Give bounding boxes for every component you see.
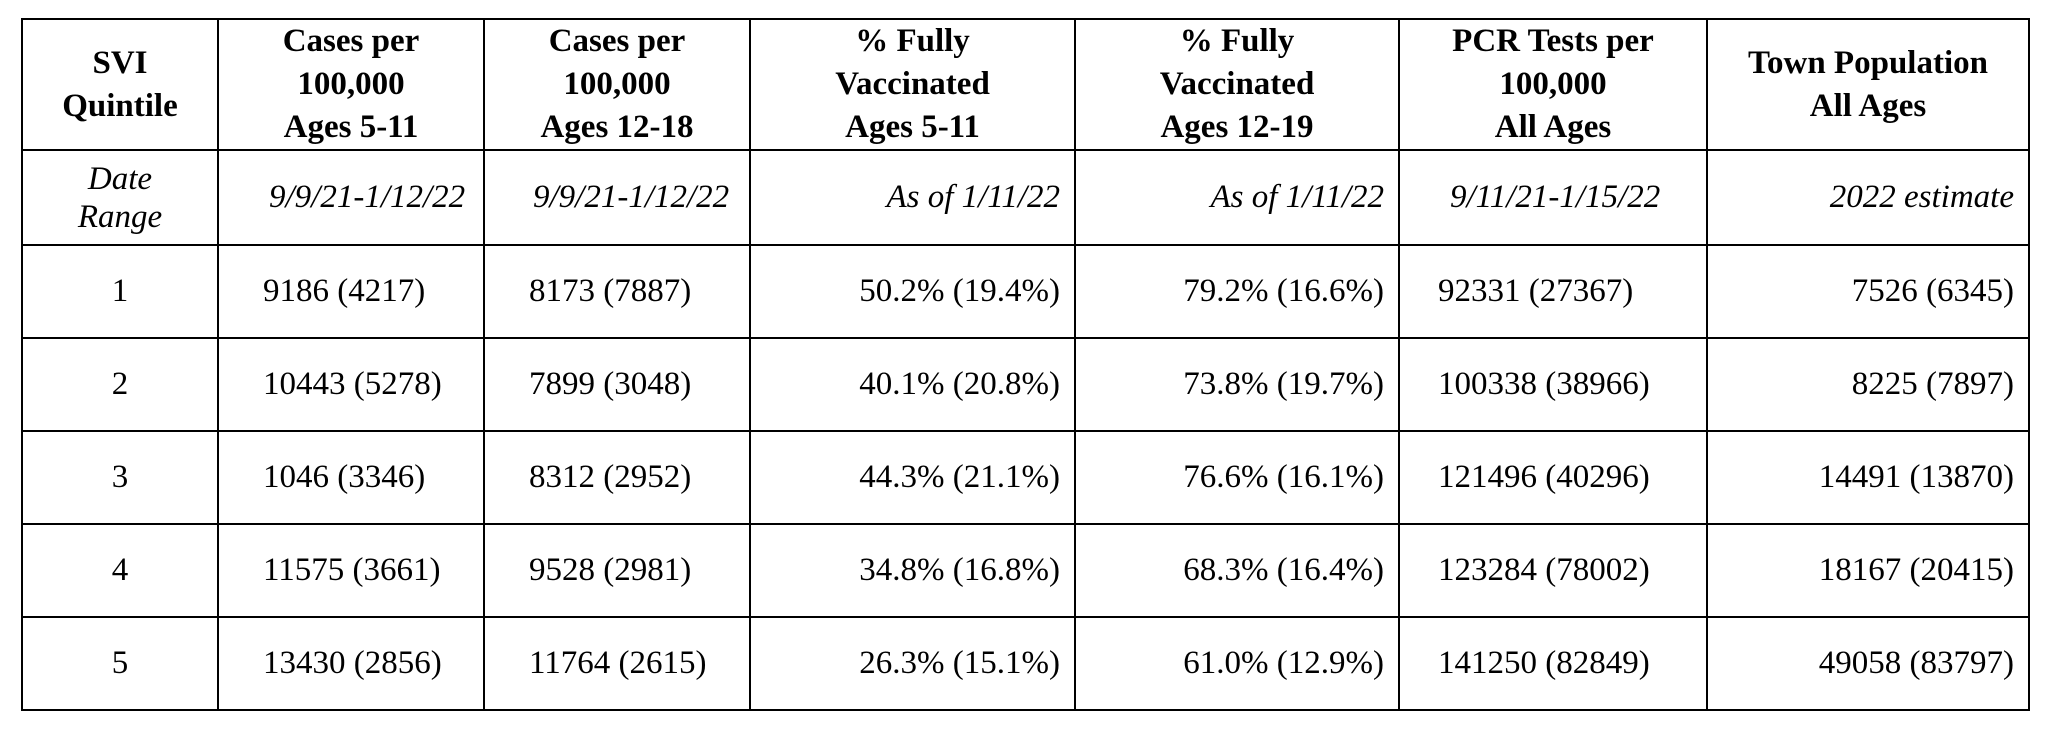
quintile-cell: 2 xyxy=(21,337,219,432)
header-line: Cases per xyxy=(548,23,686,59)
date-range-label-line: Range xyxy=(77,198,163,235)
table-cell: 14491 (13870) xyxy=(1706,430,2030,525)
table-cell: 44.3% (21.1%) xyxy=(749,430,1076,525)
header-line: 100,000 xyxy=(563,66,671,102)
table-cell: 8225 (7897) xyxy=(1706,337,2030,432)
header-line: PCR Tests per xyxy=(1452,23,1654,59)
table-cell: 49058 (83797) xyxy=(1706,616,2030,711)
header-line: SVI xyxy=(92,44,148,81)
header-cases-5-11: Cases per 100,000 Ages 5-11 xyxy=(217,18,485,151)
table-cell: 8312 (2952) xyxy=(483,430,751,525)
table-cell: 26.3% (15.1%) xyxy=(749,616,1076,711)
table-row: 1 9186 (4217) 8173 (7887) 50.2% (19.4%) … xyxy=(21,244,2030,339)
table-cell: 123284 (78002) xyxy=(1398,523,1708,618)
table-cell: 100338 (38966) xyxy=(1398,337,1708,432)
date-range-cell: As of 1/11/22 xyxy=(1074,149,1400,246)
header-line: All Ages xyxy=(1494,109,1612,145)
date-range-cell: As of 1/11/22 xyxy=(749,149,1076,246)
table-cell: 10443 (5278) xyxy=(217,337,485,432)
quintile-cell: 1 xyxy=(21,244,219,339)
table-cell: 11575 (3661) xyxy=(217,523,485,618)
header-row: SVI Quintile Cases per 100,000 Ages 5-11… xyxy=(21,18,2030,151)
table-row: 3 1046 (3346) 8312 (2952) 44.3% (21.1%) … xyxy=(21,430,2030,525)
header-line: Ages 5-11 xyxy=(283,109,419,145)
header-line: % Fully xyxy=(855,23,970,59)
table-cell: 9186 (4217) xyxy=(217,244,485,339)
date-range-cell: 9/9/21-1/12/22 xyxy=(217,149,485,246)
table-cell: 50.2% (19.4%) xyxy=(749,244,1076,339)
date-range-cell: 9/11/21-1/15/22 xyxy=(1398,149,1708,246)
quintile-cell: 5 xyxy=(21,616,219,711)
header-town-population: Town Population All Ages xyxy=(1706,18,2030,151)
table-row: 4 11575 (3661) 9528 (2981) 34.8% (16.8%)… xyxy=(21,523,2030,618)
header-line: 100,000 xyxy=(1499,66,1607,102)
table-cell: 11764 (2615) xyxy=(483,616,751,711)
table-cell: 8173 (7887) xyxy=(483,244,751,339)
date-range-label: Date Range xyxy=(21,149,219,246)
table-cell: 7899 (3048) xyxy=(483,337,751,432)
table-cell: 40.1% (20.8%) xyxy=(749,337,1076,432)
header-line: % Fully xyxy=(1179,23,1295,59)
header-line: Ages 12-19 xyxy=(1160,109,1314,145)
header-vaccinated-5-11: % Fully Vaccinated Ages 5-11 xyxy=(749,18,1076,151)
header-svi-quintile: SVI Quintile xyxy=(21,18,219,151)
header-line: Vaccinated xyxy=(1159,66,1315,102)
quintile-cell: 4 xyxy=(21,523,219,618)
table-cell: 92331 (27367) xyxy=(1398,244,1708,339)
table-cell: 79.2% (16.6%) xyxy=(1074,244,1400,339)
table-cell: 7526 (6345) xyxy=(1706,244,2030,339)
header-line: Vaccinated xyxy=(835,66,990,102)
header-line: Town Population xyxy=(1748,44,1988,81)
date-range-cell: 2022 estimate xyxy=(1706,149,2030,246)
table-cell: 34.8% (16.8%) xyxy=(749,523,1076,618)
table-cell: 1046 (3346) xyxy=(217,430,485,525)
table-cell: 76.6% (16.1%) xyxy=(1074,430,1400,525)
header-cases-12-18: Cases per 100,000 Ages 12-18 xyxy=(483,18,751,151)
date-range-label-line: Date xyxy=(87,160,153,197)
quintile-cell: 3 xyxy=(21,430,219,525)
header-vaccinated-12-19: % Fully Vaccinated Ages 12-19 xyxy=(1074,18,1400,151)
table-cell: 18167 (20415) xyxy=(1706,523,2030,618)
header-line: Ages 12-18 xyxy=(540,109,694,145)
header-line: Ages 5-11 xyxy=(845,109,980,145)
table-row: 5 13430 (2856) 11764 (2615) 26.3% (15.1%… xyxy=(21,616,2030,711)
svi-quintile-table: SVI Quintile Cases per 100,000 Ages 5-11… xyxy=(21,18,2030,711)
table-row: 2 10443 (5278) 7899 (3048) 40.1% (20.8%)… xyxy=(21,337,2030,432)
header-line: All Ages xyxy=(1809,87,1927,124)
table-cell: 9528 (2981) xyxy=(483,523,751,618)
table-cell: 61.0% (12.9%) xyxy=(1074,616,1400,711)
date-range-cell: 9/9/21-1/12/22 xyxy=(483,149,751,246)
table-cell: 73.8% (19.7%) xyxy=(1074,337,1400,432)
date-range-row: Date Range 9/9/21-1/12/22 9/9/21-1/12/22… xyxy=(21,149,2030,246)
table-cell: 141250 (82849) xyxy=(1398,616,1708,711)
header-line: Quintile xyxy=(62,87,178,124)
table-cell: 13430 (2856) xyxy=(217,616,485,711)
header-line: 100,000 xyxy=(297,66,405,102)
table-cell: 121496 (40296) xyxy=(1398,430,1708,525)
header-pcr-tests: PCR Tests per 100,000 All Ages xyxy=(1398,18,1708,151)
table-cell: 68.3% (16.4%) xyxy=(1074,523,1400,618)
header-line: Cases per xyxy=(282,23,420,59)
